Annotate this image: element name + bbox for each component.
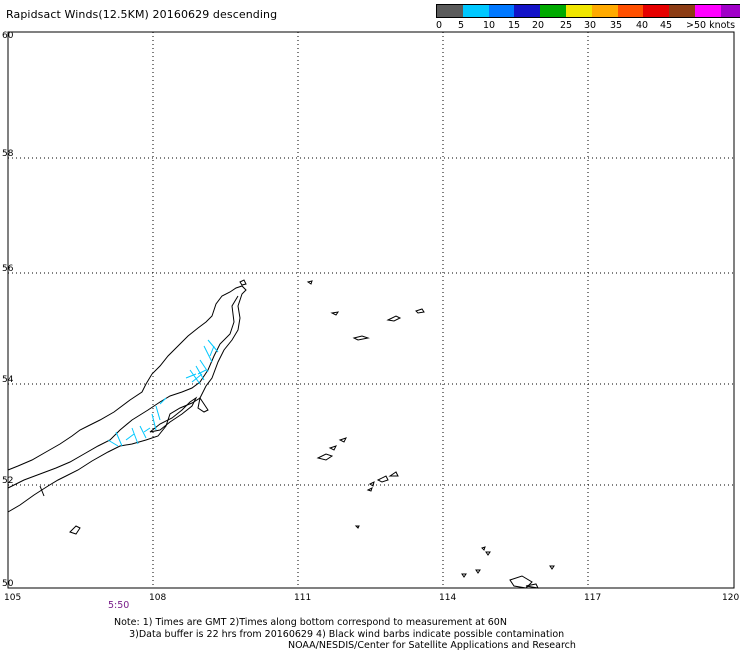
wind-barb [199,359,209,373]
wind-barb [185,373,197,379]
wind-barb [131,427,139,445]
legend-label: 5 [458,20,465,31]
legend-color-bar [436,4,740,18]
time-label: 5:50 [108,600,130,611]
lat-tick-label: 54 [2,375,14,385]
wind-barb [197,369,207,375]
lon-tick-label: 108 [149,593,166,603]
legend-label: >50 knots [686,20,736,31]
legend-swatch [514,5,541,17]
legend-swatch [617,5,644,17]
coastline-baikal [7,285,247,513]
map-grid [8,32,734,588]
coastline-north-tip [239,279,247,286]
legend-label: 0 [436,20,443,31]
note-text: Note: 1) Times are GMT 2)Times along bot… [114,617,564,640]
lat-tick-label: 58 [2,149,14,159]
wind-barb [139,425,147,439]
map-frame [7,31,735,589]
lon-tick-label: 120 [722,593,739,603]
wind-barb-black [39,485,45,497]
lat-tick-label: 56 [2,264,14,274]
legend-swatch [488,5,515,17]
lat-tick-label: 52 [2,476,13,486]
wind-barb [209,345,215,357]
legend-swatch [565,5,592,17]
wind-barb [115,431,123,447]
note-line-1: Note: 1) Times are GMT 2)Times along bot… [114,617,507,628]
legend-label: 15 [508,20,521,31]
map-title: Rapidsact Winds(12.5KM) 20160629 descend… [6,8,278,21]
legend-swatch [591,5,618,17]
small-lakes [69,280,555,589]
lon-tick-label: 117 [584,593,601,603]
legend-swatch [540,5,566,17]
coastline-olkhon [149,396,198,433]
legend-swatch [669,5,695,17]
axis-ticks: 105 108 111 114 117 120 50 52 54 56 58 60 [2,31,739,603]
wind-barb [189,369,201,385]
wind-barb [143,427,151,433]
legend-label: 45 [660,20,673,31]
legend-label: 20 [532,20,545,31]
legend-swatch [462,5,489,17]
wind-speed-legend: 0 5 10 15 20 25 30 35 40 45 >50 knots [436,4,740,38]
credit-text: NOAA/NESDIS/Center for Satellite Applica… [288,640,576,651]
coastline-baikal-inner [7,295,239,489]
legend-label: 25 [560,20,573,31]
note-line-2: 3)Data buffer is 22 hrs from 20160629 4)… [114,628,565,640]
wind-barbs [107,339,219,447]
wind-barb [203,345,213,363]
lon-tick-label: 111 [294,593,311,603]
legend-swatch [694,5,721,17]
legend-swatch [437,5,463,17]
lon-tick-label: 114 [439,593,456,603]
wind-barb [155,405,161,421]
wind-barb [207,339,219,353]
wind-barb [191,373,203,383]
wind-barb [151,413,157,431]
legend-label: 40 [636,20,649,31]
legend-label: 30 [584,20,597,31]
legend-swatch [720,5,740,17]
lat-tick-label: 60 [2,31,14,41]
wind-barb [125,433,135,441]
wind-barb [159,397,167,405]
legend-label: 10 [483,20,496,31]
legend-swatch [643,5,670,17]
legend-label: 35 [610,20,623,31]
wind-barb [107,439,119,447]
lon-tick-label: 105 [4,593,21,603]
lat-tick-label: 50 [2,579,14,589]
coastline-east [197,396,209,413]
